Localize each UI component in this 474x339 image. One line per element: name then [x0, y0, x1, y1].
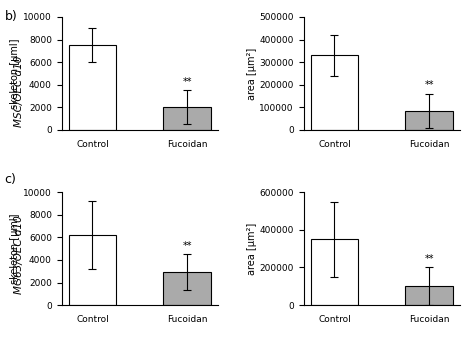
- Bar: [311, 239, 358, 305]
- Text: b): b): [5, 10, 18, 23]
- Bar: [405, 111, 453, 130]
- Y-axis label: skeleton [µml]: skeleton [µml]: [10, 38, 20, 109]
- Text: **: **: [424, 80, 434, 91]
- Bar: [164, 272, 210, 305]
- Bar: [164, 107, 210, 130]
- Bar: [69, 235, 116, 305]
- Text: **: **: [182, 77, 192, 87]
- Y-axis label: area [µm²]: area [µm²]: [246, 222, 256, 275]
- Text: MG63/OEC d10: MG63/OEC d10: [14, 215, 24, 294]
- Text: **: **: [424, 254, 434, 264]
- Bar: [311, 55, 358, 130]
- Text: MSC/OEC d10: MSC/OEC d10: [14, 56, 24, 127]
- Bar: [69, 45, 116, 130]
- Y-axis label: skeleton [µml]: skeleton [µml]: [10, 213, 20, 284]
- Text: c): c): [5, 173, 17, 186]
- Bar: [405, 286, 453, 305]
- Y-axis label: area [µm²]: area [µm²]: [246, 47, 256, 100]
- Text: **: **: [182, 241, 192, 251]
